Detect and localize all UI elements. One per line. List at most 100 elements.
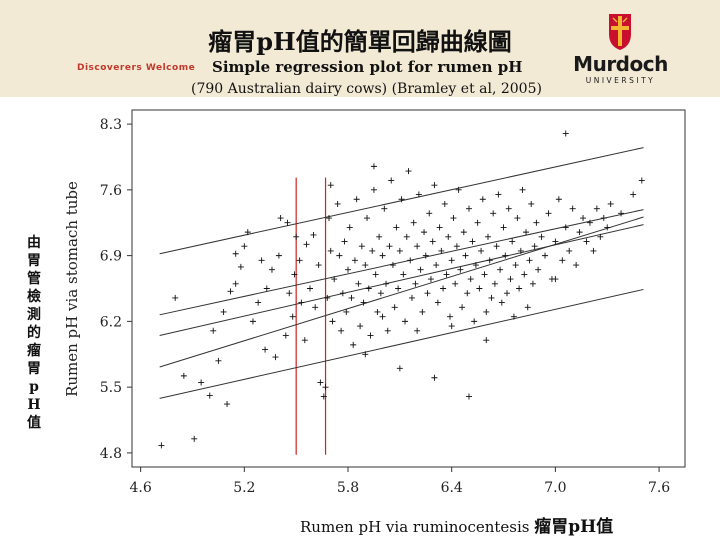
data-point (412, 280, 419, 287)
data-point (505, 205, 512, 212)
data-point (436, 224, 443, 231)
murdoch-university-crest-icon (609, 14, 631, 50)
data-point (372, 271, 379, 278)
data-point (476, 285, 483, 292)
data-point (393, 224, 400, 231)
data-point (351, 257, 358, 264)
data-point (206, 392, 213, 399)
data-point (448, 257, 455, 264)
data-point (357, 323, 364, 330)
y-tick-label: 5.5 (100, 380, 122, 396)
data-point (348, 294, 355, 301)
data-point (377, 290, 384, 297)
data-point (403, 233, 410, 240)
data-point (552, 276, 559, 283)
data-point (500, 224, 507, 231)
y-tick-label: 7.6 (100, 183, 122, 199)
data-point (396, 247, 403, 254)
murdoch-logo: Murdoch UNIVERSITY (573, 12, 668, 87)
data-point (284, 219, 291, 226)
data-point (433, 262, 440, 269)
data-point (341, 238, 348, 245)
data-point (415, 191, 422, 198)
data-point (410, 219, 417, 226)
data-point (464, 290, 471, 297)
data-point (268, 266, 275, 273)
logo-sub: UNIVERSITY (585, 76, 656, 85)
data-point (576, 229, 583, 236)
data-point (362, 262, 369, 269)
data-point (237, 263, 244, 270)
data-point (210, 327, 217, 334)
data-point (249, 318, 256, 325)
data-point (519, 186, 526, 193)
data-point (514, 215, 521, 222)
data-point (298, 299, 305, 306)
data-point (517, 247, 524, 254)
data-point (336, 252, 343, 259)
data-point (460, 229, 467, 236)
data-point (465, 393, 472, 400)
data-point (630, 191, 637, 198)
data-point (467, 276, 474, 283)
data-point (306, 285, 313, 292)
x-tick-label: 7.6 (648, 480, 670, 496)
data-point (580, 215, 587, 222)
data-point (429, 238, 436, 245)
data-point (322, 384, 329, 391)
data-point (478, 247, 485, 254)
data-point (566, 247, 573, 254)
data-point (502, 252, 509, 259)
data-point (424, 290, 431, 297)
data-point (486, 257, 493, 264)
data-point (542, 252, 549, 259)
data-point (414, 243, 421, 250)
data-point (370, 186, 377, 193)
data-point (374, 308, 381, 315)
data-point (172, 294, 179, 301)
data-point (389, 262, 396, 269)
data-point (224, 401, 231, 408)
fit-band-line (159, 209, 644, 316)
data-point (452, 280, 459, 287)
data-point (421, 229, 428, 236)
chart-subtitle: (790 Australian dairy cows) (Bramley et … (191, 81, 542, 97)
data-point (524, 304, 531, 311)
y-axis-label: Rumen pH via stomach tube (63, 181, 81, 397)
data-point (358, 243, 365, 250)
data-point (296, 257, 303, 264)
y-tick-label: 6.2 (100, 314, 122, 330)
data-point (479, 196, 486, 203)
data-point (327, 182, 334, 189)
data-point (495, 191, 502, 198)
data-point (384, 327, 391, 334)
data-point (459, 304, 466, 311)
y-tick-label: 6.9 (100, 249, 122, 265)
slogan: Discoverers Welcome (77, 63, 195, 73)
data-point (471, 318, 478, 325)
data-point (604, 224, 611, 231)
data-point (450, 215, 457, 222)
data-point (289, 313, 296, 320)
data-point (191, 435, 198, 442)
data-point (419, 308, 426, 315)
data-point (533, 219, 540, 226)
fit-band-line (159, 224, 644, 336)
data-point (360, 299, 367, 306)
x-tick-label: 7.0 (544, 480, 566, 496)
y-tick-label: 4.8 (100, 446, 122, 462)
data-point (396, 365, 403, 372)
data-point (523, 229, 530, 236)
data-point (350, 341, 357, 348)
data-point (291, 271, 298, 278)
data-point (474, 219, 481, 226)
data-point (417, 266, 424, 273)
data-point (469, 238, 476, 245)
data-point (395, 285, 402, 292)
data-point (364, 215, 371, 222)
data-point (355, 280, 362, 287)
data-point (312, 304, 319, 311)
data-point (320, 393, 327, 400)
data-point (400, 271, 407, 278)
